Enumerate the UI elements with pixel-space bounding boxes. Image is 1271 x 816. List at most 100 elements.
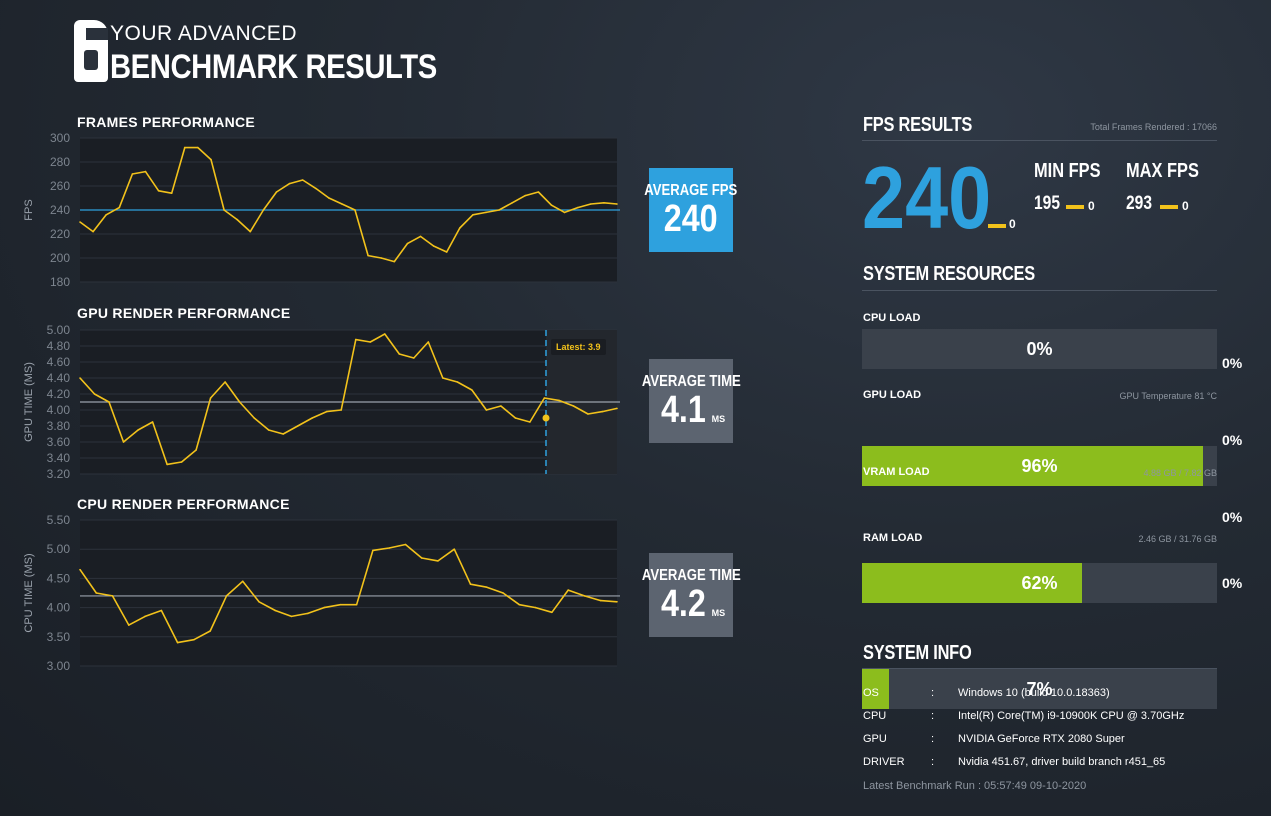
data-point	[108, 401, 110, 403]
data-point	[534, 606, 537, 609]
resource-bar: 62%	[862, 563, 1217, 603]
cpu-render-performance-title: CPU RENDER PERFORMANCE	[77, 496, 290, 512]
resource-bar: 96%	[862, 446, 1217, 486]
y-tick-label: 240	[50, 203, 70, 217]
y-tick-label: 3.80	[47, 419, 71, 433]
max-fps-delta: 0	[1182, 199, 1189, 213]
resource-side-percent: 0%	[1222, 432, 1243, 448]
data-point	[543, 397, 546, 399]
data-point	[511, 202, 514, 204]
info-value: NVIDIA GeForce RTX 2080 Super	[958, 733, 1125, 745]
min-fps-delta: 0	[1088, 199, 1095, 213]
data-point	[79, 377, 81, 379]
average-gpu-time-unit: MS	[711, 414, 726, 424]
max-fps-label: MAX FPS	[1126, 160, 1199, 182]
data-point	[469, 583, 472, 586]
data-point	[432, 245, 435, 247]
data-point	[563, 211, 566, 214]
data-point	[176, 641, 179, 644]
data-point	[354, 338, 357, 341]
data-point	[267, 429, 270, 431]
data-point	[275, 191, 278, 193]
data-point	[111, 595, 114, 597]
average-cpu-time-value: 4.2	[660, 583, 706, 625]
y-tick-label: 300	[50, 131, 70, 145]
data-point	[282, 433, 284, 435]
y-axis-label: GPU TIME (MS)	[23, 362, 35, 442]
data-point	[249, 230, 252, 233]
resource-label: VRAM LOAD	[863, 466, 930, 478]
data-point	[404, 543, 407, 546]
y-tick-label: 220	[50, 227, 70, 241]
resource-bar-value: 62%	[1021, 572, 1058, 593]
data-point	[616, 203, 618, 205]
y-tick-label: 4.60	[47, 355, 71, 369]
resource-extra: 2.46 GB / 31.76 GB	[1138, 534, 1217, 544]
data-point	[486, 586, 488, 588]
data-point	[131, 173, 134, 175]
data-point	[572, 405, 575, 407]
info-key: CPU	[863, 710, 887, 722]
data-point	[314, 187, 317, 190]
y-axis-label: FPS	[23, 199, 35, 220]
resource-bar-fill	[862, 563, 1083, 603]
system-info-title: SYSTEM INFO	[863, 642, 972, 664]
data-point	[95, 592, 98, 594]
y-tick-label: 5.00	[47, 323, 71, 337]
latest-point	[542, 414, 550, 422]
resources-list: CPU LOAD 0% 0% GPU LOAD GPU Temperature 81 °…	[0, 0, 1271, 709]
data-point	[325, 410, 328, 413]
resource-bar-value: 7%	[1026, 678, 1053, 699]
data-point	[180, 461, 183, 463]
data-point	[340, 409, 343, 411]
frames-performance-title: FRAMES PERFORMANCE	[77, 114, 256, 130]
data-point	[328, 197, 330, 199]
average-cpu-time-box: AVERAGE TIME 4.2 MS	[642, 553, 740, 637]
data-point	[383, 333, 386, 335]
min-fps-label: MIN FPS	[1034, 160, 1101, 182]
info-separator: :	[931, 687, 935, 699]
data-point	[307, 612, 309, 615]
latest-benchmark-run: Latest Benchmark Run : 05:57:49 09-10-20…	[863, 780, 1087, 792]
data-point	[118, 206, 121, 209]
data-point	[341, 203, 343, 205]
data-point	[471, 389, 473, 391]
data-point	[550, 204, 553, 206]
fps-chart: 300 280 260 240 220 200 180 FPS	[23, 131, 620, 289]
data-point	[122, 441, 125, 443]
data-point	[311, 417, 314, 419]
y-tick-label: 5.50	[47, 513, 71, 527]
data-point	[210, 158, 212, 161]
plot-area	[80, 520, 617, 666]
data-point	[355, 603, 358, 606]
latest-tooltip: Latest: 3.9	[551, 339, 606, 355]
resource-side-percent: 0%	[1222, 355, 1243, 371]
data-point	[567, 589, 569, 591]
average-gpu-time-box: AVERAGE TIME 4.1 MS	[642, 359, 740, 443]
resource-extra: GPU Temperature 81 °C	[1119, 391, 1217, 401]
data-point	[498, 209, 500, 211]
data-point	[427, 341, 430, 343]
data-point	[195, 449, 197, 451]
system-info-divider	[862, 668, 1217, 669]
fps-results-title: FPS RESULTS	[863, 114, 973, 136]
avg-fps-delta-marker	[988, 224, 1006, 228]
cpu-time-chart: 5.50 5.00 4.50 4.00 3.50 3.00 CPU TIME (MS)	[23, 513, 620, 673]
min-fps-delta-marker	[1066, 205, 1084, 209]
series-line	[79, 543, 618, 644]
data-point	[144, 615, 146, 618]
data-point	[137, 429, 139, 431]
data-point	[603, 202, 605, 204]
data-point	[485, 211, 487, 214]
resource-bar-fill	[862, 446, 1203, 486]
data-point	[262, 209, 265, 211]
data-point	[587, 413, 589, 415]
data-point	[590, 203, 592, 205]
y-tick-label: 3.20	[47, 467, 71, 481]
data-point	[551, 611, 553, 614]
info-separator: :	[931, 733, 935, 745]
data-point	[193, 638, 195, 641]
y-tick-label: 4.50	[47, 571, 71, 585]
info-separator: :	[931, 756, 935, 768]
data-point	[537, 191, 540, 193]
